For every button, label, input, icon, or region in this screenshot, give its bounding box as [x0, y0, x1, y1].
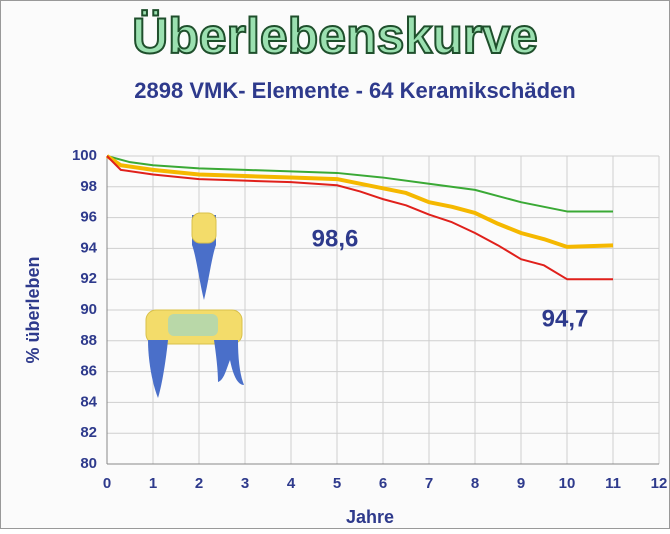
series-line: [105, 154, 614, 249]
x-tick-label: 0: [103, 475, 111, 492]
x-tick-label: 6: [379, 475, 387, 492]
x-tick-label: 12: [651, 475, 668, 492]
x-tick-label: 2: [195, 475, 203, 492]
x-tick-label: 1: [149, 475, 157, 492]
chart-title: Überlebenskurve: [132, 8, 538, 64]
annotation: 94,7: [542, 305, 589, 332]
chart-subtitle: 2898 VMK- Elemente - 64 Keramikschäden: [134, 78, 575, 103]
y-tick-label: 94: [80, 239, 97, 256]
y-tick-label: 84: [80, 393, 97, 410]
x-tick-label: 5: [333, 475, 341, 492]
y-tick-label: 82: [80, 424, 97, 441]
x-tick-label: 3: [241, 475, 249, 492]
x-tick-label: 8: [471, 475, 479, 492]
y-tick-label: 98: [80, 178, 97, 195]
y-tick-label: 100: [72, 147, 97, 164]
x-tick-label: 11: [605, 475, 621, 492]
x-tick-label: 9: [517, 475, 525, 492]
y-tick-label: 86: [80, 363, 97, 380]
y-tick-label: 80: [80, 455, 97, 472]
annotation: 98,6: [312, 225, 359, 252]
series-line: [106, 155, 613, 281]
y-tick-label: 90: [80, 301, 97, 318]
tooth-illustration: [145, 212, 244, 398]
y-axis-label: % überleben: [23, 256, 43, 363]
y-tick-label: 96: [80, 209, 97, 226]
x-tick-label: 4: [287, 475, 296, 492]
x-tick-label: 7: [425, 475, 433, 492]
y-tick-label: 92: [80, 270, 97, 287]
y-tick-label: 88: [80, 332, 97, 349]
x-axis-label: Jahre: [346, 507, 394, 527]
x-tick-label: 10: [559, 475, 576, 492]
series-line: [106, 155, 613, 213]
